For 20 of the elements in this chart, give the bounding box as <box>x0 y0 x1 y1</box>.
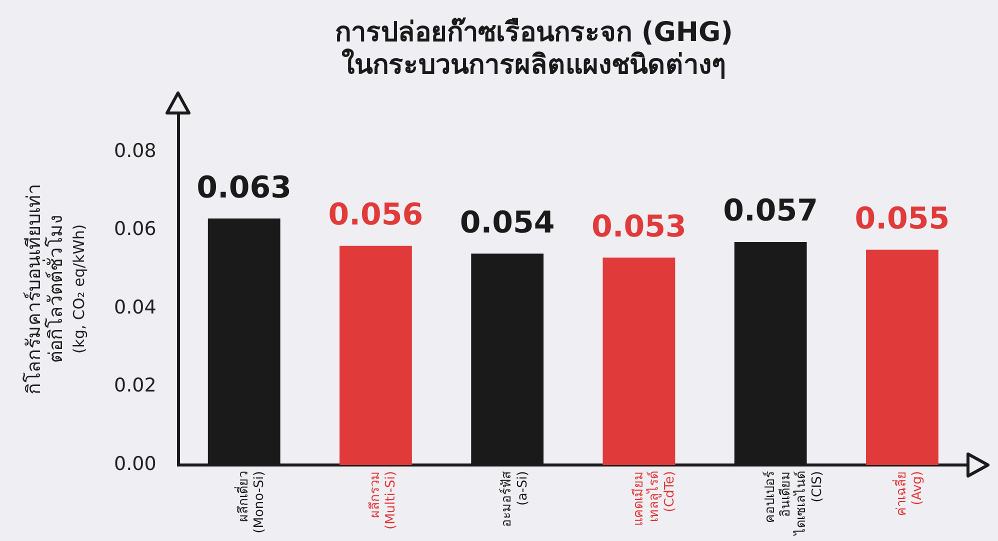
data-label: 0.053 <box>592 209 686 244</box>
data-label: 0.054 <box>460 205 555 240</box>
y-axis-title: กิโลกรัมคาร์บอนเทียบเท่า ต่อกิโลวัตต์ชั่วโมง (kg, CO₂ eq/kWh) <box>22 183 88 394</box>
data-label: 0.056 <box>328 198 424 233</box>
text: ในกระบวนการผลิตแผงชนิดต่างๆ <box>342 50 726 81</box>
data-label: 0.055 <box>854 202 950 237</box>
y-tick-label: 0.06 <box>114 218 156 240</box>
y-tick-label: 0.04 <box>114 296 156 318</box>
x-tick-label: แคดเมียม เทลลูไรด์ (CdTe) <box>630 471 678 526</box>
text: การปล่อยก๊าซเรือนกระจก (GHG) <box>335 17 733 48</box>
y-tick-label: 0.00 <box>114 452 156 475</box>
data-label: 0.057 <box>723 194 818 229</box>
x-tick-label: ผลึกรวม (Multi-Si) <box>368 471 399 530</box>
y-tick-label: 0.02 <box>114 374 156 397</box>
data-label: 0.063 <box>196 170 292 206</box>
x-tick-label: คอปเปอร์ อินเดียม ไดเซเลไนด์ (CIS) <box>762 471 825 536</box>
y-tick-label: 0.08 <box>114 140 156 162</box>
x-tick-label: ผลึกเดี่ยว (Mono-Si) <box>234 471 268 534</box>
x-tick-label: ค่าเฉลี่ย (Avg) <box>892 471 926 516</box>
x-tick-label: อะมอร์ฟัส (a-Si) <box>498 471 530 527</box>
